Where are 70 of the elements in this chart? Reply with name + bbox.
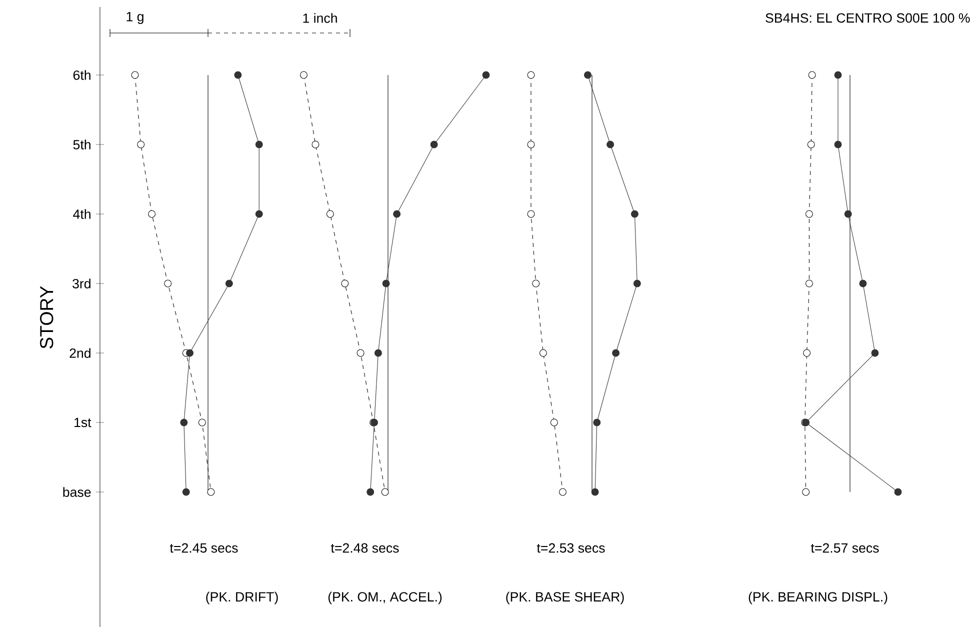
point xyxy=(593,418,601,426)
point xyxy=(255,140,263,148)
point xyxy=(382,280,390,288)
point xyxy=(606,140,614,148)
text: (PK. DRIFT) xyxy=(206,592,278,604)
point xyxy=(808,71,816,79)
point xyxy=(834,140,842,148)
point xyxy=(234,71,242,79)
point xyxy=(591,488,599,496)
point xyxy=(225,280,233,288)
point xyxy=(148,210,156,218)
point xyxy=(527,71,535,79)
point xyxy=(482,71,490,79)
point xyxy=(584,71,592,79)
point xyxy=(137,140,145,148)
point xyxy=(381,488,389,496)
y-tick-label: 2nd xyxy=(70,348,90,358)
point xyxy=(539,349,547,357)
text: t=2.48 secs xyxy=(330,543,399,553)
point xyxy=(805,280,813,288)
point xyxy=(633,280,641,288)
point xyxy=(803,349,811,357)
point xyxy=(612,349,620,357)
point xyxy=(532,280,540,288)
point xyxy=(859,280,867,288)
point xyxy=(871,349,879,357)
point xyxy=(131,71,139,79)
y-tick-label: 3rd xyxy=(72,278,90,288)
point xyxy=(207,488,215,496)
y-tick-label: 1st xyxy=(74,418,92,428)
point xyxy=(326,210,334,218)
y-tick-label: base xyxy=(63,487,91,497)
point xyxy=(186,349,194,357)
point xyxy=(630,210,638,218)
point xyxy=(182,488,190,496)
point xyxy=(198,418,206,426)
point xyxy=(164,280,172,288)
point xyxy=(527,210,535,218)
y-tick-label: 6th xyxy=(73,70,90,80)
point xyxy=(300,71,308,79)
point xyxy=(356,349,364,357)
text: t=2.45 secs xyxy=(170,543,238,553)
point xyxy=(550,418,558,426)
point xyxy=(366,488,374,496)
point xyxy=(527,140,535,148)
point xyxy=(255,210,263,218)
text: t=2.57 secs xyxy=(810,543,879,553)
point xyxy=(844,210,852,218)
y-tick-label: 4th xyxy=(73,209,90,219)
point xyxy=(805,210,813,218)
text: (PK. OM., ACCEL.) xyxy=(328,592,442,604)
text: (PK. BASE SHEAR) xyxy=(506,592,624,604)
text: 1 g xyxy=(126,12,144,24)
point xyxy=(341,280,349,288)
y-tick-label: 5th xyxy=(73,140,90,150)
point xyxy=(834,71,842,79)
point xyxy=(807,140,815,148)
point xyxy=(430,140,438,148)
point xyxy=(894,488,902,496)
point xyxy=(393,210,401,218)
text: t=2.53 secs xyxy=(536,543,605,553)
point xyxy=(802,488,810,496)
text: 1 inch xyxy=(303,13,337,23)
point xyxy=(558,488,566,496)
point xyxy=(374,349,382,357)
text: (PK. BEARING DISPL.) xyxy=(748,592,888,604)
point xyxy=(312,140,320,148)
chart-title: SB4HS: EL CENTRO S00E 100 % xyxy=(766,13,970,23)
y-axis-title: STORY xyxy=(40,286,54,348)
point xyxy=(180,418,188,426)
